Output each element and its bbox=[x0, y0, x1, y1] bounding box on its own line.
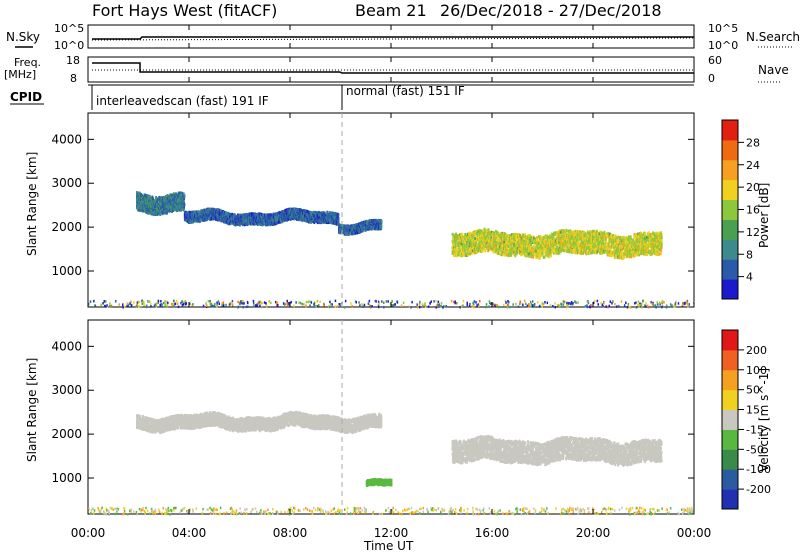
noise-left-tick-top: 10^5 bbox=[54, 22, 84, 35]
cpid-mode-2: normal (fast) 151 IF bbox=[346, 84, 465, 98]
freq-label-line2: [MHz] bbox=[4, 68, 36, 81]
freq-tick-top: 18 bbox=[66, 54, 80, 67]
noise-left-tick-bottom: 10^0 bbox=[54, 39, 84, 52]
data-cell bbox=[488, 228, 490, 231]
nave-label: Nave bbox=[758, 63, 789, 77]
noise-right-tick-bottom: 10^0 bbox=[708, 39, 738, 52]
data-cell bbox=[484, 228, 486, 231]
data-cell bbox=[159, 213, 161, 216]
nave-tick-top: 60 bbox=[708, 54, 722, 67]
data-cell bbox=[511, 252, 513, 255]
data-cell bbox=[484, 249, 486, 252]
freq-tick-bottom: 8 bbox=[70, 72, 77, 85]
date-range: 26/Dec/2018 - 27/Dec/2018 bbox=[440, 1, 662, 20]
nsearch-label: N.Search bbox=[746, 30, 800, 44]
data-cell bbox=[184, 195, 186, 198]
noise-right-tick-top: 10^5 bbox=[708, 22, 738, 35]
data-cell bbox=[338, 217, 340, 220]
data-cell bbox=[381, 220, 383, 223]
beam-label: Beam 21 bbox=[355, 1, 427, 20]
nsky-label: N.Sky bbox=[6, 30, 40, 44]
data-cell bbox=[338, 213, 340, 216]
nave-tick-bottom: 0 bbox=[708, 72, 715, 85]
data-cell bbox=[381, 224, 383, 227]
data-cell bbox=[474, 237, 476, 240]
data-cell bbox=[184, 203, 186, 206]
chart-title: Fort Hays West (fitACF) bbox=[92, 1, 277, 20]
data-cell bbox=[496, 238, 498, 241]
data-cell bbox=[183, 206, 185, 209]
cpid-label: CPID bbox=[10, 90, 42, 104]
cpid-mode-1: interleavedscan (fast) 191 IF bbox=[96, 94, 269, 108]
